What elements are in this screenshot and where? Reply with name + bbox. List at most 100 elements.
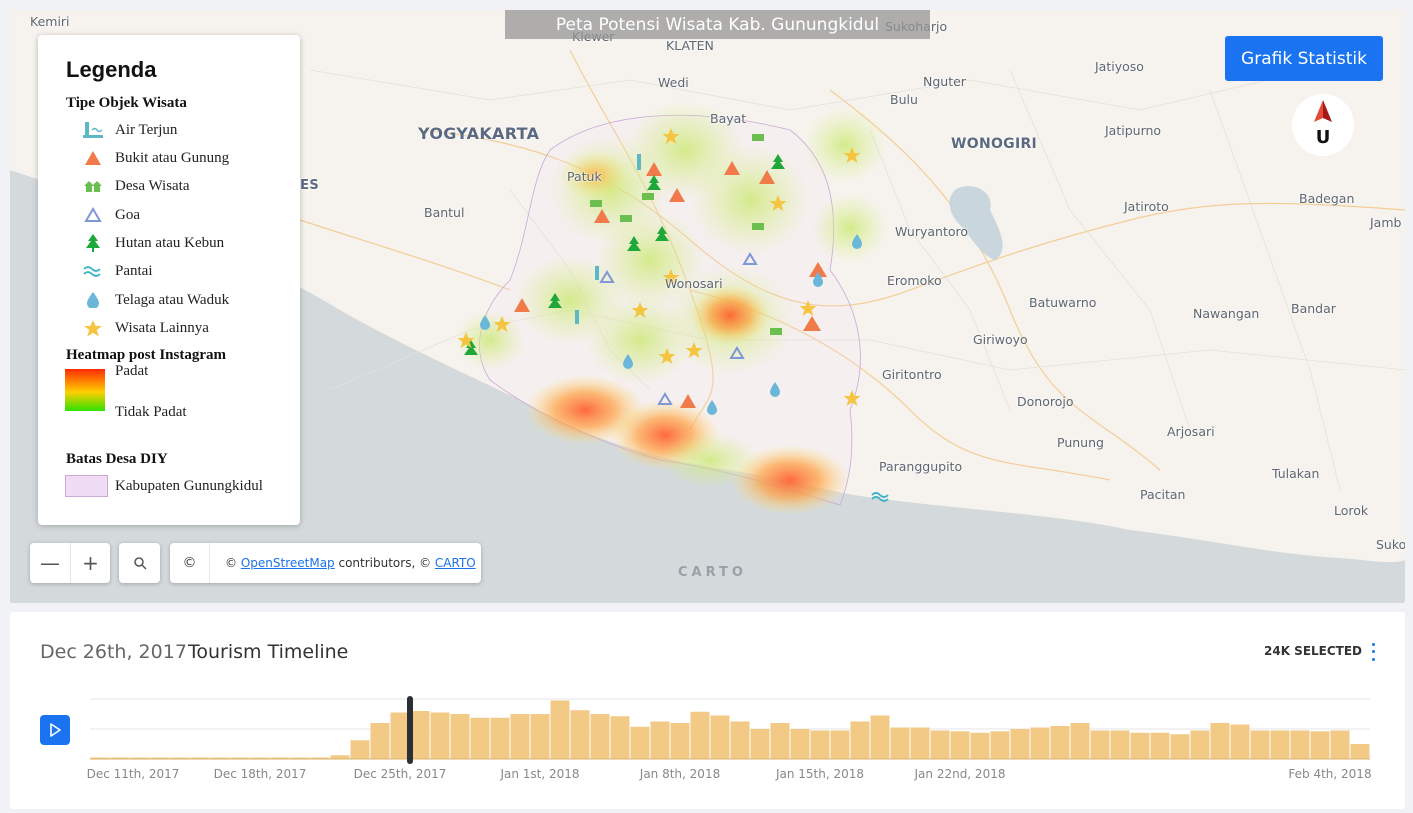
place-label: YOGYAKARTA <box>418 124 540 143</box>
legend-item: Telaga atau Waduk <box>82 290 229 310</box>
histogram-bar[interactable] <box>830 730 850 760</box>
zoom-out-button[interactable]: — <box>40 551 60 575</box>
heatmap-gradient <box>65 369 105 411</box>
histogram-bar[interactable] <box>150 757 170 760</box>
histogram-bar[interactable] <box>1030 727 1050 760</box>
histogram-bar[interactable] <box>410 711 430 759</box>
zoom-in-button[interactable]: + <box>70 543 110 583</box>
histogram-bar[interactable] <box>350 740 370 759</box>
histogram-bar[interactable] <box>730 721 750 760</box>
histogram-bar[interactable] <box>850 721 870 760</box>
histogram-bar[interactable] <box>170 757 190 760</box>
timeline-histogram[interactable]: Dec 11th, 2017 Dec 18th, 2017 Dec 25th, 20… <box>10 612 1405 809</box>
place-label: Wedi <box>658 75 689 90</box>
histogram-bar[interactable] <box>130 757 150 760</box>
tick-label: Jan 8th, 2018 <box>639 767 720 781</box>
star-icon <box>82 318 104 338</box>
play-button[interactable] <box>40 715 70 745</box>
histogram-bar[interactable] <box>690 711 710 759</box>
legend-label: Telaga atau Waduk <box>115 291 230 308</box>
place-label: Jamb <box>1370 215 1402 230</box>
histogram-bar[interactable] <box>910 727 930 760</box>
histogram-bar[interactable] <box>490 717 510 759</box>
village-icon <box>82 176 104 196</box>
histogram-bar[interactable] <box>1090 730 1110 760</box>
histogram-bar[interactable] <box>790 729 810 759</box>
histogram-bar[interactable] <box>390 712 410 760</box>
histogram-bar[interactable] <box>110 757 130 760</box>
histogram-bar[interactable] <box>550 700 570 760</box>
histogram-bar[interactable] <box>1350 744 1370 759</box>
histogram-bar[interactable] <box>1270 730 1290 760</box>
histogram-bar[interactable] <box>1170 734 1190 759</box>
histogram-bar[interactable] <box>1210 723 1230 759</box>
histogram-bar[interactable] <box>650 721 670 760</box>
place-label: Badegan <box>1299 191 1355 206</box>
histogram-bar[interactable] <box>630 726 650 759</box>
histogram-bar[interactable] <box>710 715 730 760</box>
histogram-bar[interactable] <box>770 723 790 759</box>
tick-label: Jan 1st, 2018 <box>499 767 579 781</box>
histogram-bar[interactable] <box>950 731 970 759</box>
histogram-bar[interactable] <box>510 714 530 759</box>
histogram-bar[interactable] <box>470 717 490 759</box>
legend-item: Pantai <box>82 261 153 281</box>
histogram-bar[interactable] <box>230 757 250 760</box>
histogram-bar[interactable] <box>1150 732 1170 759</box>
histogram-bar[interactable] <box>1230 724 1250 760</box>
histogram-bar[interactable] <box>570 710 590 759</box>
more-options-icon[interactable] <box>1366 641 1380 663</box>
search-button[interactable] <box>119 543 160 583</box>
histogram-bar[interactable] <box>1250 730 1270 760</box>
histogram-bar[interactable] <box>1190 730 1210 760</box>
histogram-bar[interactable] <box>890 727 910 760</box>
histogram-bar[interactable] <box>1110 730 1130 760</box>
histogram-bar[interactable] <box>810 730 830 760</box>
histogram-bar[interactable] <box>1290 730 1310 760</box>
legend-label: Pantai <box>115 262 153 279</box>
histogram-bar[interactable] <box>670 723 690 759</box>
histogram-bar[interactable] <box>270 757 290 760</box>
histogram-bar[interactable] <box>250 757 270 760</box>
tourism-markers[interactable] <box>457 128 889 502</box>
histogram-bar[interactable] <box>1050 726 1070 759</box>
histogram-bar[interactable] <box>210 757 230 760</box>
zoom-controls: — + <box>30 543 110 583</box>
cave-icon <box>82 205 104 225</box>
histogram-bar[interactable] <box>1330 730 1350 760</box>
histogram-bar[interactable] <box>450 714 470 759</box>
histogram-bar[interactable] <box>310 757 330 760</box>
legend-item: Air Terjun <box>82 120 177 140</box>
histogram-bar[interactable] <box>930 730 950 760</box>
histogram-bar[interactable] <box>530 714 550 759</box>
carto-link[interactable]: CARTO <box>434 556 476 570</box>
map-view[interactable]: Kemiri Klewer KLATEN Sukoharjo Wedi Ngut… <box>10 10 1405 603</box>
histogram-bar[interactable] <box>750 729 770 759</box>
carto-logo: CARTO <box>678 565 747 580</box>
tick-label: Dec 18th, 2017 <box>214 767 307 781</box>
histogram-bar[interactable] <box>610 716 630 759</box>
histogram-bar[interactable] <box>1310 731 1330 759</box>
histogram-bar[interactable] <box>990 731 1010 759</box>
histogram-bar[interactable] <box>90 757 110 760</box>
histogram-bar[interactable] <box>430 712 450 760</box>
osm-link[interactable]: OpenStreetMap <box>240 556 335 570</box>
histogram-bar[interactable] <box>1010 729 1030 759</box>
play-icon <box>50 723 61 737</box>
statistics-chart-button[interactable]: Grafik Statistik <box>1225 36 1383 81</box>
legend-item: Hutan atau Kebun <box>82 233 224 253</box>
histogram-bar[interactable] <box>1130 732 1150 759</box>
histogram-bar[interactable] <box>590 714 610 759</box>
place-label: Batuwarno <box>1029 295 1097 310</box>
attribution-toggle-icon[interactable]: © <box>170 543 210 583</box>
histogram-bar[interactable] <box>970 732 990 759</box>
histogram-bar[interactable] <box>1070 723 1090 759</box>
histogram-bar[interactable] <box>330 755 350 759</box>
place-label: Tulakan <box>1272 466 1320 481</box>
search-icon <box>133 557 147 570</box>
histogram-bar[interactable] <box>870 715 890 760</box>
histogram-bar[interactable] <box>290 757 310 760</box>
timeline-scrubber[interactable] <box>407 696 413 764</box>
histogram-bar[interactable] <box>190 757 210 760</box>
histogram-bar[interactable] <box>370 723 390 759</box>
